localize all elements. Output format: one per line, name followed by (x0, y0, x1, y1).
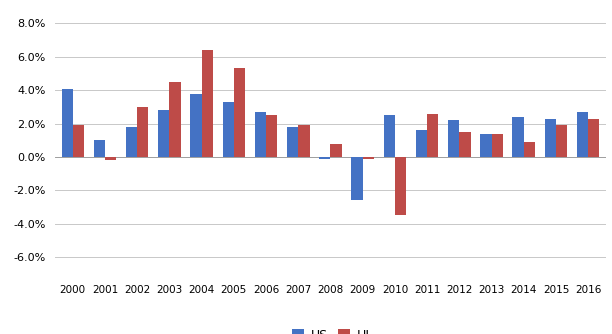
Bar (480, 134, 491, 157)
Bar (62, 89, 73, 157)
Bar (319, 157, 330, 159)
Bar (524, 142, 535, 157)
Bar (577, 112, 588, 157)
Bar (137, 107, 149, 157)
Bar (588, 119, 599, 157)
Bar (512, 117, 524, 157)
Bar (330, 144, 341, 157)
Bar (416, 130, 427, 157)
Bar (201, 50, 213, 157)
Bar (266, 115, 277, 157)
Bar (545, 119, 556, 157)
Bar (448, 120, 460, 157)
Bar (255, 112, 266, 157)
Bar (94, 140, 105, 157)
Bar (427, 114, 438, 157)
Bar (126, 127, 137, 157)
Bar (491, 134, 503, 157)
Bar (223, 102, 234, 157)
Bar (158, 110, 170, 157)
Bar (460, 132, 471, 157)
Legend: US, HI: US, HI (286, 324, 375, 334)
Bar (351, 157, 363, 200)
Bar (234, 68, 245, 157)
Bar (287, 127, 298, 157)
Bar (73, 125, 84, 157)
Bar (384, 115, 395, 157)
Bar (170, 82, 181, 157)
Bar (363, 157, 374, 159)
Bar (190, 94, 201, 157)
Bar (395, 157, 406, 215)
Bar (298, 125, 310, 157)
Bar (556, 125, 567, 157)
Bar (105, 157, 116, 160)
